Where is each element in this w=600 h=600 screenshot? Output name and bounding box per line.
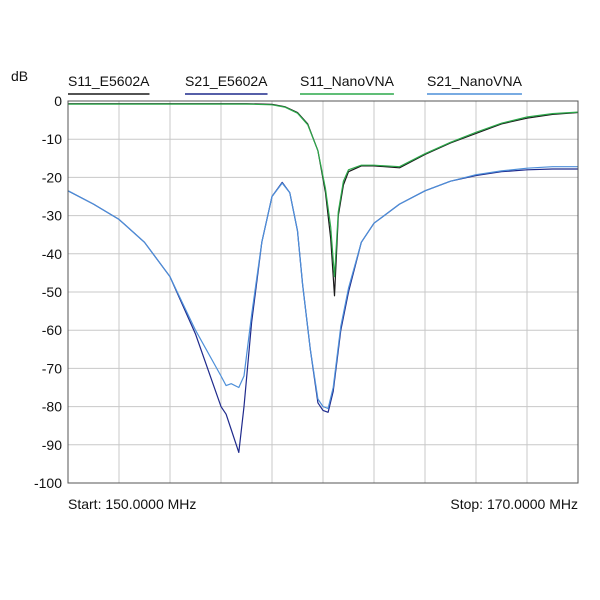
series-line-s11-nanovna — [68, 103, 579, 278]
legend-label: S21_NanoVNA — [427, 73, 523, 89]
y-tick-labels: 0 -10 -20 -30 -40 -50 -60 -70 -80 -90 -100 — [34, 93, 62, 491]
y-tick-label: 0 — [54, 93, 62, 109]
y-axis-label: dB — [11, 68, 28, 84]
grid — [67, 100, 579, 484]
series-line-s21-nanovna — [67, 166, 578, 410]
y-tick-label: -40 — [42, 246, 62, 262]
legend-item: S21_E5602A — [185, 73, 268, 95]
legend-item: S11_NanoVNA — [300, 73, 395, 95]
plot-frame — [67, 100, 579, 484]
y-tick-label: -10 — [42, 131, 62, 147]
legend-item: S11_E5602A — [68, 73, 150, 95]
y-tick-label: -60 — [42, 322, 62, 338]
legend-label: S11_E5602A — [68, 73, 150, 89]
legend-label: S21_E5602A — [185, 73, 268, 89]
legend-item: S21_NanoVNA — [427, 73, 523, 95]
y-tick-label: -70 — [42, 360, 62, 376]
start-frequency-label: Start: 150.0000 MHz — [68, 496, 196, 512]
y-tick-label: -90 — [42, 437, 62, 453]
y-tick-label: -20 — [42, 169, 62, 185]
legend-label: S11_NanoVNA — [300, 73, 395, 89]
y-tick-label: -30 — [42, 208, 62, 224]
series-lines — [67, 103, 579, 453]
legend: S11_E5602A S21_E5602A S11_NanoVNA S21_NanoV… — [68, 73, 523, 95]
y-tick-label: -80 — [42, 399, 62, 415]
y-tick-label: -100 — [34, 475, 62, 491]
y-tick-label: -50 — [42, 284, 62, 300]
stop-frequency-label: Stop: 170.0000 MHz — [450, 496, 578, 512]
